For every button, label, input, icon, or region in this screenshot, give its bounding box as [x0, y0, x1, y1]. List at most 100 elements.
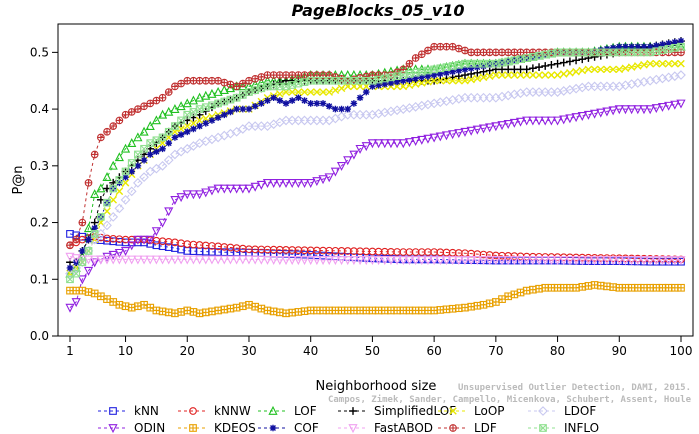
- data-point-fastabod: [571, 256, 581, 266]
- data-point-odin: [620, 105, 631, 115]
- y-axis: 0.0 0.1 0.2 0.3 0.4 0.5: [30, 45, 58, 343]
- data-point-fastabod: [188, 255, 199, 265]
- data-point-ldf: [436, 42, 445, 51]
- data-point-cof: [381, 80, 389, 88]
- data-point-odin: [349, 150, 359, 160]
- data-point-cof: [634, 43, 642, 50]
- data-point-loop: [109, 196, 117, 204]
- data-point-odin: [559, 115, 569, 125]
- data-point-inflo: [177, 116, 185, 125]
- data-point-loop: [331, 86, 340, 94]
- data-point-cof: [646, 43, 654, 50]
- data-point-fastabod: [71, 254, 81, 264]
- data-point-odin: [404, 138, 415, 148]
- data-point-kdeos: [226, 304, 235, 313]
- data-point-kdeos: [343, 306, 352, 315]
- data-point-lof: [127, 138, 137, 147]
- data-point-fastabod: [195, 255, 205, 265]
- series-line-odin: [69, 102, 682, 308]
- data-point-cof: [134, 162, 142, 170]
- legend-label: SimplifiedLOF: [374, 404, 456, 418]
- data-point-ldf: [288, 71, 297, 79]
- data-point-lof: [188, 95, 199, 105]
- data-point-odin: [534, 116, 544, 126]
- series-line-fastabod: [69, 256, 681, 261]
- data-point-ldof: [102, 220, 112, 231]
- data-point-cof: [208, 117, 216, 124]
- data-point-fastabod: [472, 256, 482, 266]
- data-point-cof: [220, 111, 228, 119]
- data-point-kdeos: [590, 281, 599, 289]
- data-point-fastabod: [491, 256, 501, 266]
- data-point-odin: [583, 110, 594, 120]
- data-point-fastabod: [373, 256, 384, 266]
- data-point-cof: [356, 94, 364, 102]
- data-point-simplifiedlof: [559, 58, 568, 67]
- data-point-fastabod: [583, 256, 594, 266]
- data-point-fastabod: [145, 255, 155, 265]
- data-point-fastabod: [361, 256, 371, 266]
- data-point-kdeos: [78, 286, 87, 295]
- legend-marker: [348, 424, 358, 434]
- data-point-loop: [529, 71, 537, 79]
- data-point-kdeos: [454, 304, 463, 313]
- data-point-cof: [486, 61, 493, 69]
- data-point-inflo: [504, 57, 513, 66]
- data-point-inflo: [90, 230, 99, 238]
- data-point-fastabod: [645, 256, 655, 266]
- legend-label: kNN: [134, 404, 159, 418]
- y-tick-label: 0.3: [30, 159, 49, 173]
- data-point-cof: [233, 105, 240, 113]
- data-point-ldf: [220, 78, 229, 87]
- data-point-kdeos: [158, 307, 167, 316]
- data-point-cof: [332, 105, 339, 113]
- data-point-simplifiedlof: [522, 65, 531, 74]
- data-point-kdeos: [337, 306, 346, 315]
- data-point-cof: [295, 94, 302, 102]
- data-point-fastabod: [151, 255, 162, 265]
- data-point-fastabod: [262, 255, 273, 265]
- data-point-kdeos: [603, 282, 611, 291]
- x-axis: 1 10 20 30 40 50 60 70 80 90 100: [66, 336, 692, 358]
- data-point-odin: [417, 135, 427, 145]
- data-point-kdeos: [220, 305, 229, 314]
- data-point-cof: [251, 102, 259, 110]
- data-point-simplifiedlof: [535, 63, 543, 72]
- data-point-odin: [392, 139, 402, 149]
- data-point-cof: [622, 43, 629, 50]
- data-point-loop: [510, 71, 519, 79]
- data-point-kdeos: [424, 306, 432, 315]
- data-point-fastabod: [232, 255, 242, 265]
- data-point-fastabod: [306, 256, 316, 266]
- data-point-fastabod: [275, 256, 285, 266]
- data-point-cof: [307, 100, 314, 107]
- data-point-loop: [664, 59, 673, 68]
- x-tick-label: 90: [612, 344, 627, 358]
- data-point-odin: [306, 178, 316, 188]
- data-point-inflo: [677, 42, 685, 51]
- data-point-ldof: [114, 203, 125, 214]
- x-axis-label: Neighborhood size: [316, 379, 437, 394]
- data-point-ldf: [152, 96, 161, 105]
- series-odin: [65, 99, 686, 313]
- data-point-odin: [602, 107, 612, 117]
- data-point-kdeos: [553, 283, 562, 292]
- data-point-kdeos: [109, 298, 118, 306]
- data-point-kdeos: [380, 306, 389, 315]
- y-axis-label: P@n: [11, 165, 26, 194]
- data-point-kdeos: [399, 306, 408, 315]
- data-point-fastabod: [133, 255, 143, 265]
- data-point-cof: [375, 81, 382, 89]
- data-point-kdeos: [171, 309, 179, 318]
- data-point-odin: [133, 235, 143, 245]
- data-point-loop: [584, 65, 593, 74]
- data-point-odin: [355, 144, 365, 154]
- data-point-lof: [133, 132, 143, 142]
- data-point-lof: [207, 88, 217, 98]
- data-point-kdeos: [368, 306, 377, 315]
- data-point-knn: [177, 245, 185, 254]
- legend-label: kNNW: [214, 404, 251, 418]
- data-point-ldof: [139, 172, 149, 183]
- data-point-loop: [596, 65, 605, 74]
- legend-marker: [269, 424, 277, 432]
